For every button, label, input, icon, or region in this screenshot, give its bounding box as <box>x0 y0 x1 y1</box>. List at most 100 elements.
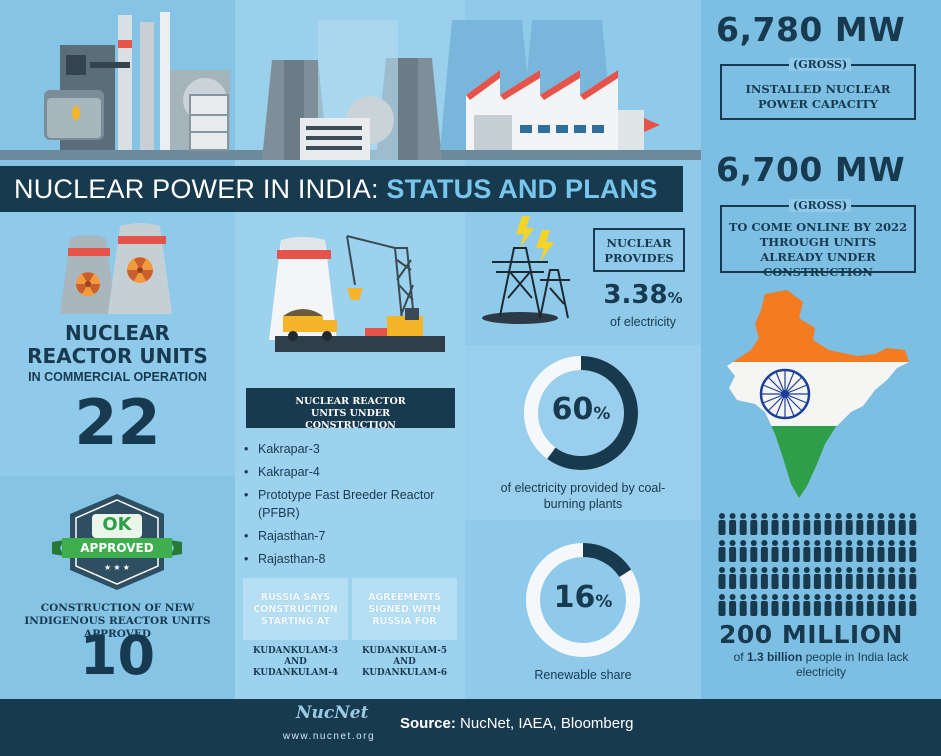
person-icon <box>856 567 864 589</box>
cooling-tower-radiation-icon <box>60 223 172 314</box>
installed-capacity-box: INSTALLED NUCLEAR POWER CAPACITY <box>720 64 916 120</box>
people-grid-icon <box>718 513 917 616</box>
russia-start-box: RUSSIA SAYS CONSTRUCTION STARTING AT <box>243 578 348 640</box>
person-icon <box>835 567 843 589</box>
person-icon <box>760 513 768 535</box>
person-icon <box>718 567 726 589</box>
person-icon <box>750 567 758 589</box>
person-icon <box>845 513 853 535</box>
russia-start-label: RUSSIA SAYS CONSTRUCTION STARTING AT <box>253 592 338 627</box>
person-icon <box>909 567 917 589</box>
power-plants-illustration <box>0 12 701 160</box>
nuclear-share-caption: of electricity <box>610 315 676 329</box>
person-icon <box>835 594 843 616</box>
badge-ok-text: OK <box>102 514 132 535</box>
list-item: Kakrapar-4 <box>244 463 459 481</box>
renewable-share-caption: Renewable share <box>534 668 632 682</box>
person-icon <box>877 540 885 562</box>
people-caption: of 1.3 billion people in India lack elec… <box>710 650 932 680</box>
person-icon <box>813 540 821 562</box>
person-icon <box>803 540 811 562</box>
person-icon <box>824 567 832 589</box>
nucnet-url: www.nucnet.org <box>282 731 376 742</box>
person-icon <box>898 594 906 616</box>
person-icon <box>856 594 864 616</box>
person-icon <box>835 513 843 535</box>
title-part-1: NUCLEAR POWER IN INDIA: <box>14 174 379 204</box>
person-icon <box>739 540 747 562</box>
person-icon <box>803 513 811 535</box>
nuclear-share-suffix: % <box>667 289 683 307</box>
coal-donut-arc <box>524 356 638 470</box>
india-map-icon <box>727 290 909 498</box>
nuclear-share-number: 3.38 <box>603 280 668 310</box>
person-icon <box>729 567 737 589</box>
person-icon <box>729 513 737 535</box>
upcoming-gross-label: (GROSS) <box>789 199 852 212</box>
person-icon <box>782 594 790 616</box>
installed-gross-label: (GROSS) <box>789 58 852 71</box>
russia-agreement-box: AGREEMENTS SIGNED WITH RUSSIA FOR <box>352 578 457 640</box>
installed-capacity-value: 6,780 MW <box>716 10 906 49</box>
person-icon <box>760 567 768 589</box>
operation-count: 22 <box>74 386 161 459</box>
person-icon <box>824 513 832 535</box>
title-part-2: STATUS AND PLANS <box>386 174 658 204</box>
person-icon <box>856 513 864 535</box>
person-icon <box>813 594 821 616</box>
operation-heading: NUCLEAR REACTOR UNITS <box>0 322 235 368</box>
people-caption-post: people in India lack electricity <box>795 650 909 679</box>
source-label: Source: <box>400 715 456 732</box>
coal-share-caption: of electricity provided by coal-burning … <box>500 481 666 511</box>
operation-line-1: NUCLEAR <box>65 321 170 345</box>
person-icon <box>739 513 747 535</box>
person-icon <box>866 567 874 589</box>
person-icon <box>771 594 779 616</box>
approved-count: 10 <box>79 624 156 687</box>
nuclear-provides-box: NUCLEAR PROVIDES <box>593 228 685 272</box>
coal-share-donut <box>524 356 638 470</box>
page-title: NUCLEAR POWER IN INDIA: STATUS AND PLANS <box>14 174 658 205</box>
person-icon <box>877 513 885 535</box>
person-icon <box>750 513 758 535</box>
nucnet-logo: NucNet <box>296 703 369 723</box>
person-icon <box>898 540 906 562</box>
person-icon <box>750 594 758 616</box>
person-icon <box>792 513 800 535</box>
coal-share-value: 60% <box>523 392 639 427</box>
list-item: Prototype Fast Breeder Reactor (PFBR) <box>244 486 459 522</box>
person-icon <box>845 540 853 562</box>
person-icon <box>771 513 779 535</box>
person-icon <box>760 540 768 562</box>
russia-start-units: KUDANKULAM-3 AND KUDANKULAM-4 <box>252 646 339 678</box>
power-pylon-icon <box>482 216 570 324</box>
construction-site-illustration <box>269 235 445 352</box>
person-icon <box>866 540 874 562</box>
title-bar: NUCLEAR POWER IN INDIA: STATUS AND PLANS <box>0 166 683 212</box>
person-icon <box>792 567 800 589</box>
list-item: Rajasthan-7 <box>244 527 459 545</box>
russia-agreement-label: AGREEMENTS SIGNED WITH RUSSIA FOR <box>368 592 441 627</box>
person-icon <box>739 567 747 589</box>
person-icon <box>729 540 737 562</box>
footer: NucNet www.nucnet.org Source: NucNet, IA… <box>0 699 941 756</box>
person-icon <box>824 540 832 562</box>
person-icon <box>909 513 917 535</box>
person-icon <box>898 513 906 535</box>
person-icon <box>771 567 779 589</box>
construction-unit-list: Kakrapar-3 Kakrapar-4 Prototype Fast Bre… <box>244 440 459 573</box>
person-icon <box>803 567 811 589</box>
list-item: Kakrapar-3 <box>244 440 459 458</box>
person-icon <box>782 513 790 535</box>
people-caption-pre: of <box>733 650 747 664</box>
badge-stars: ★ ★ ★ <box>104 563 130 572</box>
upcoming-capacity-value: 6,700 MW <box>716 150 906 189</box>
source-credit: Source: NucNet, IAEA, Bloomberg <box>400 715 633 732</box>
nuclear-provides-label: NUCLEAR PROVIDES <box>604 236 674 265</box>
construction-header: NUCLEAR REACTOR UNITS UNDER CONSTRUCTION <box>246 388 455 431</box>
operation-subheading: IN COMMERCIAL OPERATION <box>28 370 207 384</box>
person-icon <box>813 513 821 535</box>
person-icon <box>888 513 896 535</box>
person-icon <box>866 594 874 616</box>
person-icon <box>718 513 726 535</box>
